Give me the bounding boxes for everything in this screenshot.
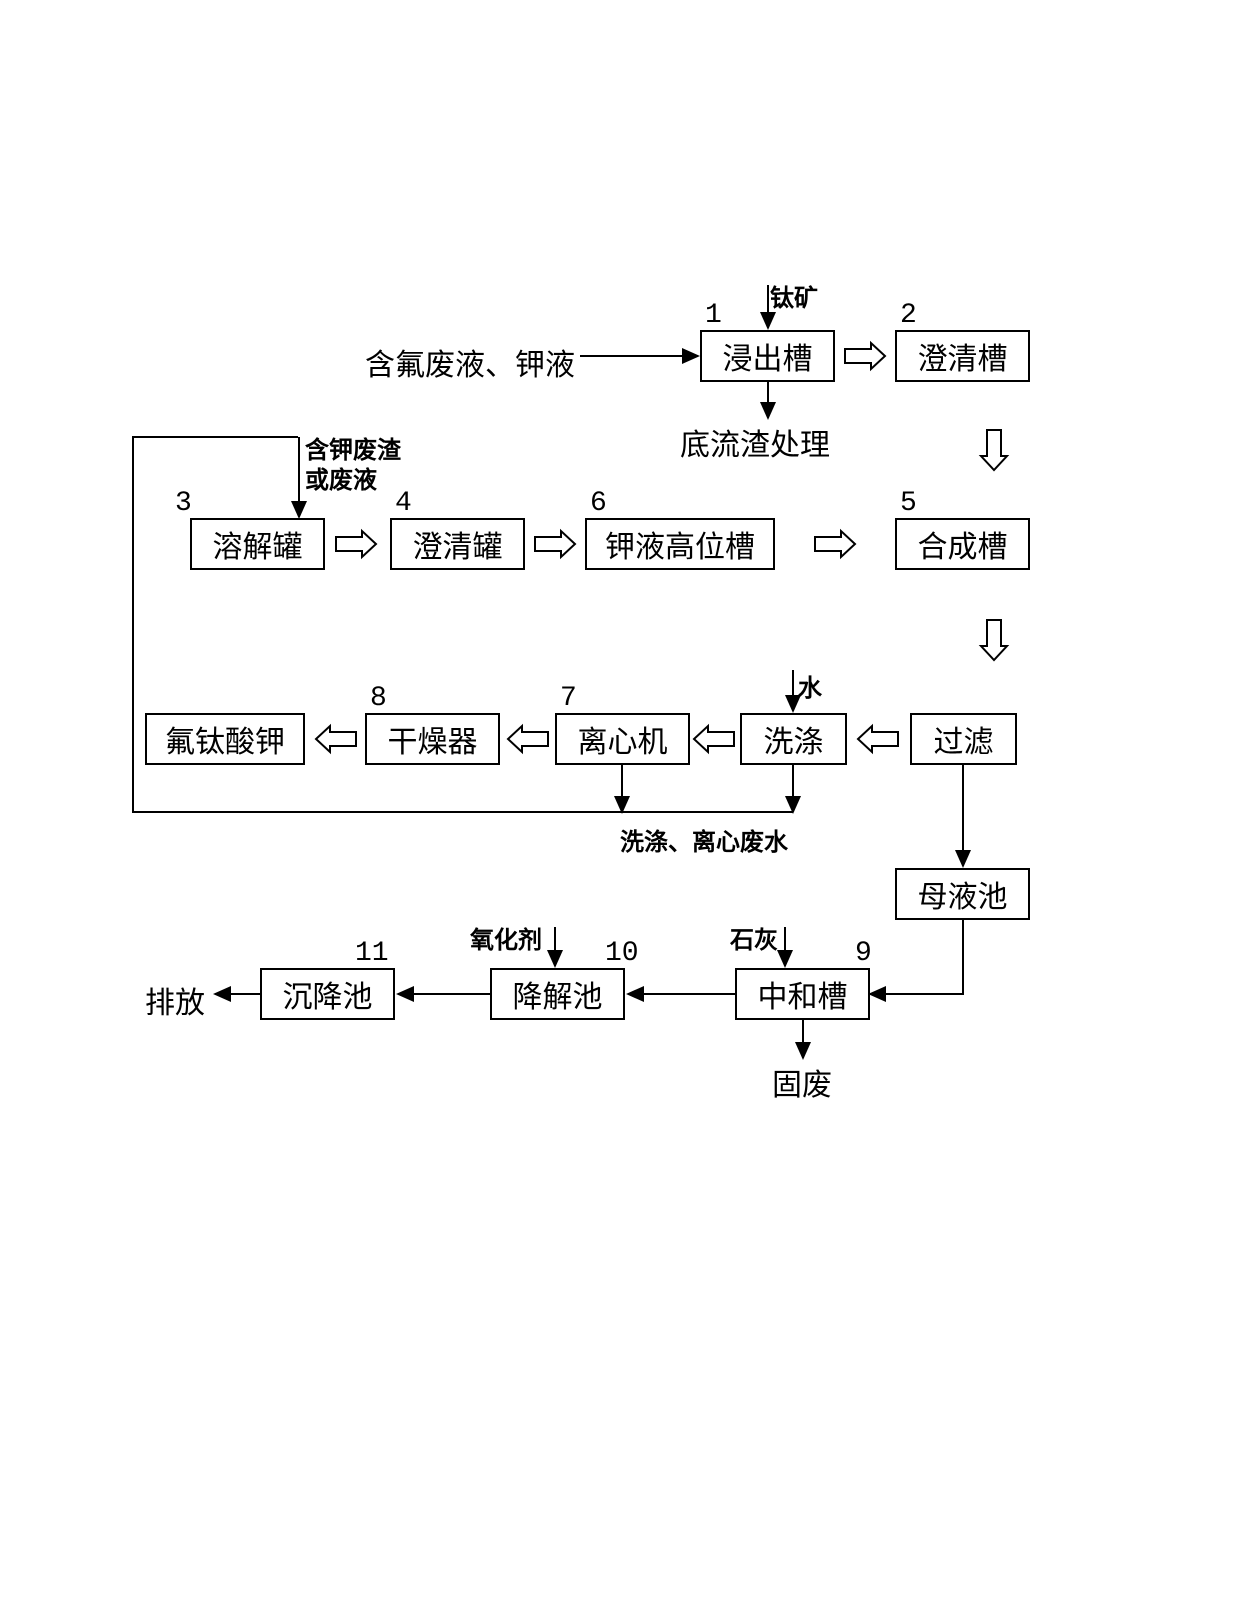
- box-number-n9: 9: [855, 938, 872, 969]
- box-n4: 澄清罐: [390, 518, 525, 570]
- box-n1: 浸出槽: [700, 330, 835, 382]
- box-number-n2: 2: [900, 300, 917, 331]
- box-label: 溶解罐: [213, 522, 303, 566]
- box-number-n10: 10: [605, 938, 639, 969]
- box-label: 干燥器: [388, 717, 478, 761]
- box-number-n3: 3: [175, 488, 192, 519]
- box-n9: 中和槽: [735, 968, 870, 1020]
- box-label: 中和槽: [758, 972, 848, 1016]
- box-nG: 过滤: [910, 713, 1017, 765]
- label-t_xidi: 洗涤、离心废水: [620, 822, 788, 857]
- label-t_shihui: 石灰: [730, 920, 778, 955]
- box-n11: 沉降池: [260, 968, 395, 1020]
- label-t_hanfu: 含氟废液、钾液: [365, 340, 575, 384]
- box-label: 过滤: [934, 717, 994, 761]
- box-number-n11: 11: [355, 938, 389, 969]
- box-label: 澄清罐: [413, 522, 503, 566]
- box-nM: 母液池: [895, 868, 1030, 920]
- box-number-n8: 8: [370, 683, 387, 714]
- box-label: 离心机: [578, 717, 668, 761]
- label-t_diliu: 底流渣处理: [680, 420, 830, 464]
- label-t_yanghua: 氧化剂: [470, 920, 542, 955]
- box-n3: 溶解罐: [190, 518, 325, 570]
- box-number-n4: 4: [395, 488, 412, 519]
- box-n8: 干燥器: [365, 713, 500, 765]
- box-label: 沉降池: [283, 972, 373, 1016]
- box-nW: 洗涤: [740, 713, 847, 765]
- label-t_gufei: 固废: [772, 1060, 832, 1104]
- box-label: 洗涤: [764, 717, 824, 761]
- box-number-n6: 6: [590, 488, 607, 519]
- box-label: 合成槽: [918, 522, 1008, 566]
- box-number-n7: 7: [560, 683, 577, 714]
- box-number-n1: 1: [705, 300, 722, 331]
- label-t_water: 水: [798, 668, 822, 703]
- box-nF: 氟钛酸钾: [145, 713, 305, 765]
- box-label: 钾液高位槽: [605, 522, 755, 566]
- box-n5: 合成槽: [895, 518, 1030, 570]
- label-t_tikuang: 钛矿: [770, 278, 818, 313]
- box-label: 母液池: [918, 872, 1008, 916]
- box-n7: 离心机: [555, 713, 690, 765]
- box-number-n5: 5: [900, 488, 917, 519]
- box-n10: 降解池: [490, 968, 625, 1020]
- label-t_huofei: 或废液: [305, 460, 377, 495]
- box-label: 降解池: [513, 972, 603, 1016]
- box-label: 氟钛酸钾: [165, 717, 285, 761]
- box-n2: 澄清槽: [895, 330, 1030, 382]
- box-label: 浸出槽: [723, 334, 813, 378]
- box-label: 澄清槽: [918, 334, 1008, 378]
- flowchart-canvas: 浸出槽1 澄清槽2 溶解罐 3 澄清罐4 钾液高位槽6 合成槽5 氟钛酸钾 干燥器8 离心机7 洗涤…: [0, 0, 1240, 1605]
- label-t_paifang: 排放: [145, 978, 205, 1022]
- box-n6: 钾液高位槽: [585, 518, 775, 570]
